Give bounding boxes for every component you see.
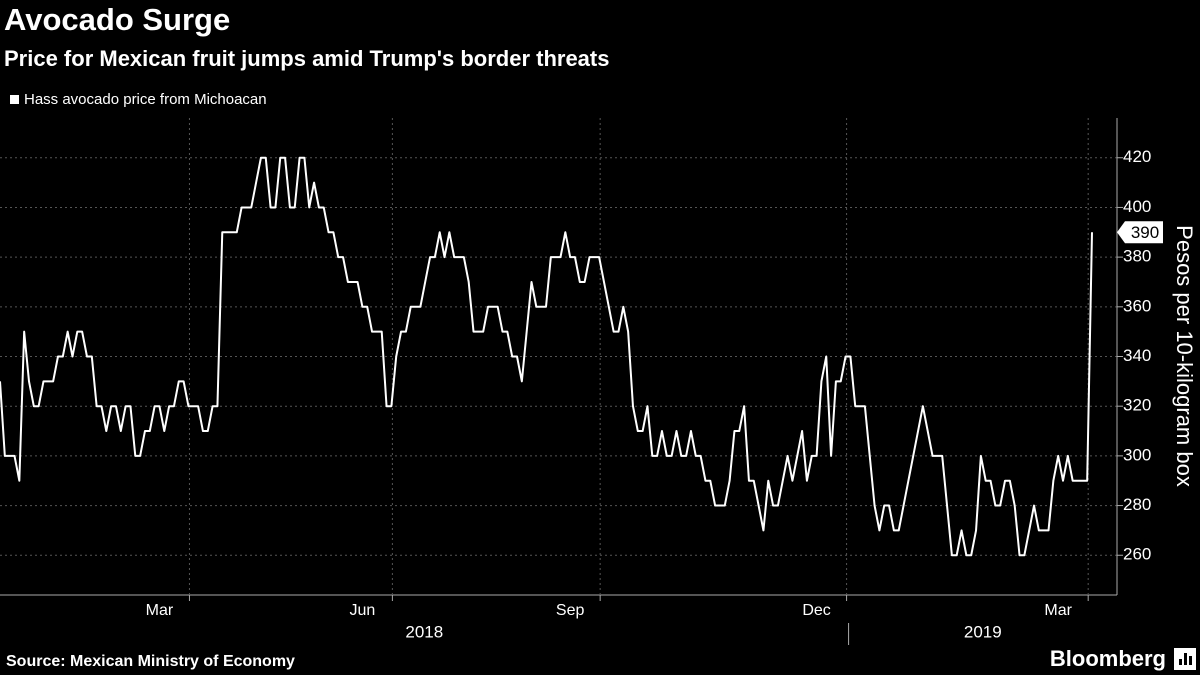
- legend-label: Hass avocado price from Michoacan: [24, 91, 267, 108]
- y-tick-label: 320: [1123, 396, 1151, 415]
- price-line: [0, 156, 1093, 557]
- y-tick-label: 420: [1123, 147, 1151, 166]
- y-tick-label: 340: [1123, 346, 1151, 365]
- y-tick-label: 400: [1123, 197, 1151, 216]
- x-tick-label: Mar: [146, 602, 174, 619]
- last-value-label: 390: [1131, 223, 1159, 242]
- y-tick-label: 380: [1123, 247, 1151, 266]
- year-label: 2018: [405, 622, 443, 641]
- chart-subtitle: Price for Mexican fruit jumps amid Trump…: [4, 46, 609, 71]
- y-tick-label: 260: [1123, 545, 1151, 564]
- x-tick-label: Mar: [1044, 602, 1072, 619]
- year-label: 2019: [964, 622, 1002, 641]
- legend-swatch: [10, 95, 19, 104]
- y-tick-label: 300: [1123, 445, 1151, 464]
- x-tick-label: Sep: [556, 602, 585, 619]
- brand-icon-bars: [1179, 653, 1192, 665]
- y-tick-label: 360: [1123, 296, 1151, 315]
- y-tick-label: 280: [1123, 495, 1151, 514]
- x-tick-label: Jun: [349, 602, 375, 619]
- last-value-box: [1117, 221, 1163, 244]
- x-tick-label: Dec: [802, 602, 830, 619]
- source: Source: Mexican Ministry of Economy: [6, 653, 295, 670]
- y-axis-label: Pesos per 10-kilogram box: [1172, 225, 1197, 487]
- chart-title: Avocado Surge: [4, 2, 230, 37]
- brand: Bloomberg: [1050, 646, 1166, 671]
